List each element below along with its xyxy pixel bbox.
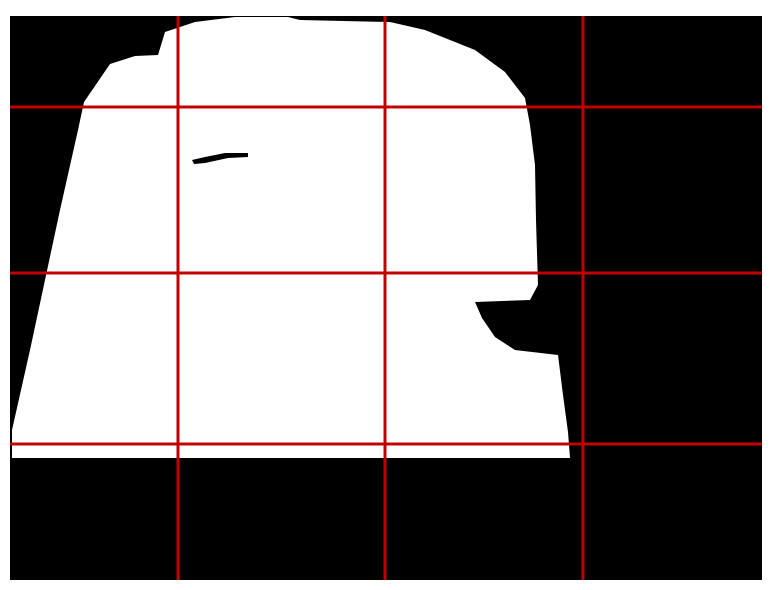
grid-overlay xyxy=(10,16,762,580)
mask-foreground-silhouette xyxy=(12,17,570,458)
mask-hole-stroke xyxy=(192,153,248,164)
